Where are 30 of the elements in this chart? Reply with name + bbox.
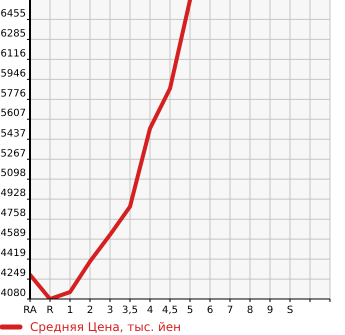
y-tick-label: 4249 [0,268,26,280]
y-tick-label: 4758 [0,208,26,220]
y-tick-label: 5098 [0,168,26,180]
x-tick-label: 3,5 [122,305,138,316]
x-tick-label: R [46,305,54,316]
y-tick-label: 4080 [0,288,26,299]
y-tick-label: 6116 [0,48,26,60]
x-tick-label: S [286,305,294,316]
x-tick-label: 4 [146,305,154,316]
y-tick-label: 5776 [0,88,26,100]
x-tick-label: 8 [246,305,254,316]
y-tick-label: 5267 [0,148,26,160]
x-tick-label: 2 [86,305,94,316]
x-tick-label: 4,5 [162,305,178,316]
x-tick-label: 1 [66,305,74,316]
y-tick-label: 5607 [0,108,26,120]
x-tick-label: 7 [226,305,234,316]
y-tick-label: 4928 [0,188,26,200]
x-tick-label: 3 [106,305,114,316]
x-tick-label: 6 [206,305,214,316]
y-tick-label: 6285 [0,28,26,40]
y-tick-label: 5437 [0,128,26,140]
y-tick-label: 6455 [0,8,26,20]
legend-label: Средняя Цена, тыс. йен [30,320,182,334]
x-tick-label: 9 [266,305,274,316]
y-tick-label: 4419 [0,248,26,260]
y-tick-label: 5946 [0,68,26,80]
x-tick-label: 5 [186,305,194,316]
x-tick-label: RA [23,305,37,316]
y-tick-label: 4589 [0,228,26,240]
